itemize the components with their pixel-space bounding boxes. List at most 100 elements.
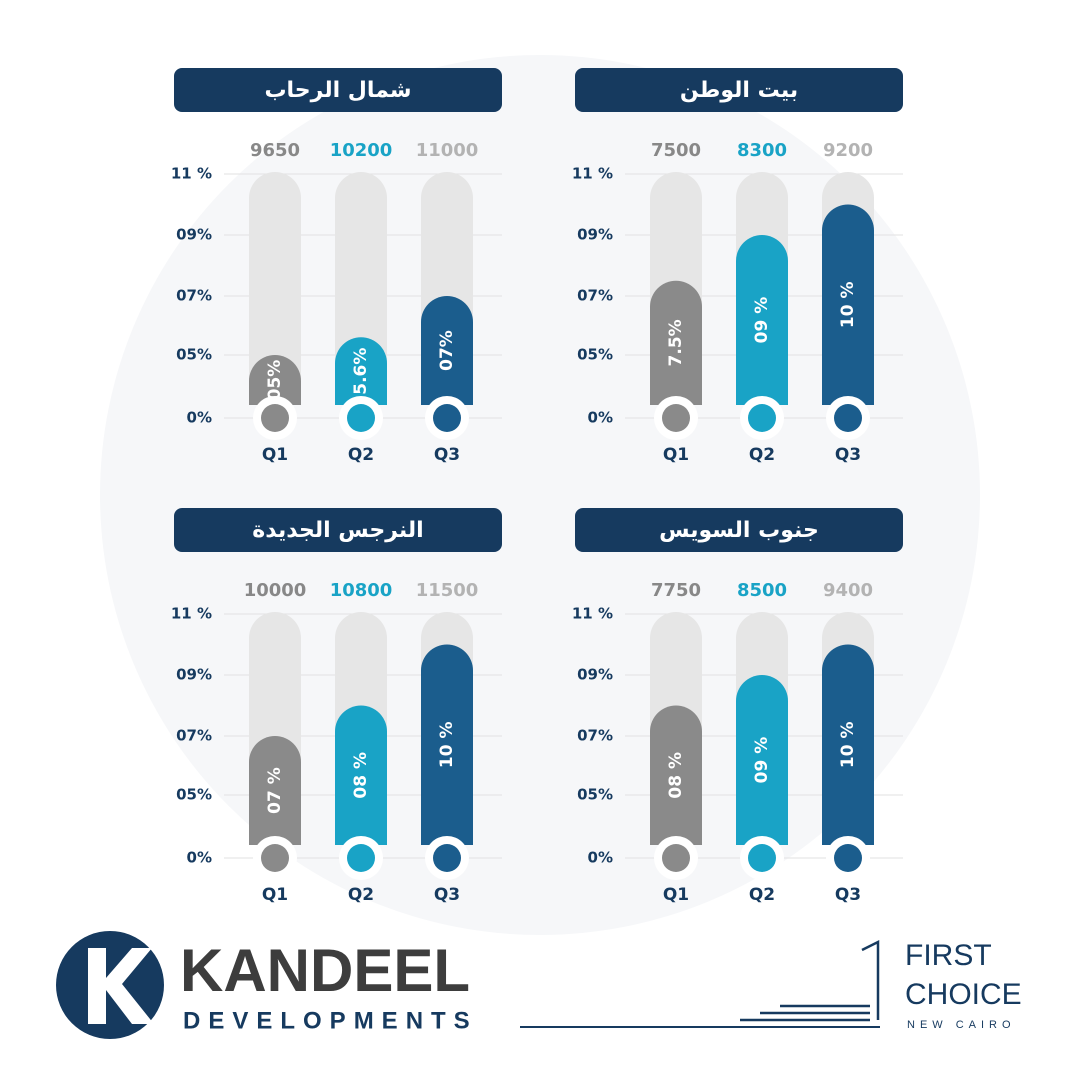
value-label: 07% xyxy=(437,330,457,371)
chart-title: شمال الرحاب xyxy=(264,78,411,103)
bar xyxy=(249,355,301,405)
price-label: 10200 xyxy=(330,140,393,161)
x-tick-label: Q2 xyxy=(749,445,775,465)
y-tick-label: 09% xyxy=(577,226,613,244)
bar xyxy=(335,705,387,845)
footer: KANDEEL DEVELOPMENTS FIRST CHOICE NEW CA… xyxy=(56,931,1022,1039)
x-tick-label: Q1 xyxy=(262,885,288,905)
x-tick-label: Q2 xyxy=(749,885,775,905)
bar-dot xyxy=(347,404,375,432)
bar xyxy=(650,280,702,405)
price-label: 9200 xyxy=(823,140,873,161)
price-label: 11500 xyxy=(416,580,479,601)
value-label: 07 % xyxy=(265,767,285,814)
y-tick-label: 07% xyxy=(176,287,212,305)
price-label: 8300 xyxy=(737,140,787,161)
x-tick-label: Q2 xyxy=(348,445,374,465)
value-label: 09 % xyxy=(752,297,772,344)
price-label: 10000 xyxy=(244,580,307,601)
y-tick-label: 0% xyxy=(588,409,613,427)
value-label: 08 % xyxy=(666,752,686,799)
partner-2: CHOICE xyxy=(905,978,1022,1011)
y-tick-label: 09% xyxy=(176,226,212,244)
price-label: 7500 xyxy=(651,140,701,161)
y-tick-label: 05% xyxy=(176,786,212,804)
x-tick-label: Q1 xyxy=(663,885,689,905)
y-tick-label: 0% xyxy=(588,849,613,867)
partner-1: FIRST xyxy=(905,939,992,972)
y-tick-label: 07% xyxy=(577,727,613,745)
y-tick-label: 05% xyxy=(176,346,212,364)
bar xyxy=(736,675,788,845)
y-tick-label: 11 % xyxy=(171,165,212,183)
chart: شمال الرحاب 0% 05% 07% 09% 11 % 05% 9650 Q1 5.6% 1… xyxy=(171,68,502,465)
chart: جنوب السويس 0% 05% 07% 09% 11 % 08 % 7750 Q1 09 %… xyxy=(572,508,903,905)
y-tick-label: 0% xyxy=(187,849,212,867)
bar xyxy=(822,644,874,845)
price-label: 8500 xyxy=(737,580,787,601)
brand: KANDEEL xyxy=(180,937,470,1004)
price-label: 11000 xyxy=(416,140,479,161)
x-tick-label: Q3 xyxy=(835,445,861,465)
bar-dot xyxy=(748,404,776,432)
price-label: 7750 xyxy=(651,580,701,601)
chart-title: النرجس الجديدة xyxy=(252,518,423,543)
value-label: 10 % xyxy=(838,721,858,768)
price-label: 9400 xyxy=(823,580,873,601)
y-tick-label: 05% xyxy=(577,346,613,364)
bar xyxy=(736,235,788,405)
title-box xyxy=(174,508,502,552)
partner-mark xyxy=(740,939,880,1022)
price-label: 10800 xyxy=(330,580,393,601)
chart-title: بيت الوطن xyxy=(680,78,798,103)
bar-dot xyxy=(662,844,690,872)
y-tick-label: 11 % xyxy=(572,165,613,183)
y-tick-label: 11 % xyxy=(171,605,212,623)
y-tick-label: 05% xyxy=(577,786,613,804)
bar xyxy=(421,296,473,405)
x-tick-label: Q1 xyxy=(663,445,689,465)
value-label: 05% xyxy=(265,360,285,401)
value-label: 09 % xyxy=(752,737,772,784)
value-label: 10 % xyxy=(838,281,858,328)
x-tick-label: Q3 xyxy=(835,885,861,905)
y-tick-label: 11 % xyxy=(572,605,613,623)
y-tick-label: 0% xyxy=(187,409,212,427)
bar-dot xyxy=(834,404,862,432)
y-tick-label: 09% xyxy=(176,666,212,684)
bar xyxy=(650,705,702,845)
value-label: 10 % xyxy=(437,721,457,768)
partner-sub: NEW CAIRO xyxy=(907,1019,1016,1031)
bar xyxy=(822,204,874,405)
bar xyxy=(335,337,387,405)
x-tick-label: Q1 xyxy=(262,445,288,465)
bar-track xyxy=(249,172,301,405)
title-box xyxy=(174,68,502,112)
x-tick-label: Q3 xyxy=(434,885,460,905)
bar-dot xyxy=(748,844,776,872)
x-tick-label: Q2 xyxy=(348,885,374,905)
title-box xyxy=(575,68,903,112)
brand-sub: DEVELOPMENTS xyxy=(183,1007,478,1034)
chart: النرجس الجديدة 0% 05% 07% 09% 11 % 07 % 10000 Q1… xyxy=(171,508,502,905)
y-tick-label: 07% xyxy=(176,727,212,745)
bar-dot xyxy=(834,844,862,872)
value-label: 08 % xyxy=(351,752,371,799)
y-tick-label: 07% xyxy=(577,287,613,305)
bar-dot xyxy=(433,404,461,432)
chart: بيت الوطن 0% 05% 07% 09% 11 % 7.5% 7500 Q1 09 % 83… xyxy=(572,68,903,465)
logo-k xyxy=(88,948,154,1024)
y-tick-label: 09% xyxy=(577,666,613,684)
value-label: 7.5% xyxy=(666,319,686,366)
chart-title: جنوب السويس xyxy=(659,518,819,543)
bar-dot xyxy=(261,404,289,432)
bar-dot xyxy=(347,844,375,872)
bar-dot xyxy=(433,844,461,872)
x-tick-label: Q3 xyxy=(434,445,460,465)
bar-dot xyxy=(662,404,690,432)
title-box xyxy=(575,508,903,552)
value-label: 5.6% xyxy=(351,348,371,395)
price-label: 9650 xyxy=(250,140,300,161)
bar xyxy=(421,644,473,845)
